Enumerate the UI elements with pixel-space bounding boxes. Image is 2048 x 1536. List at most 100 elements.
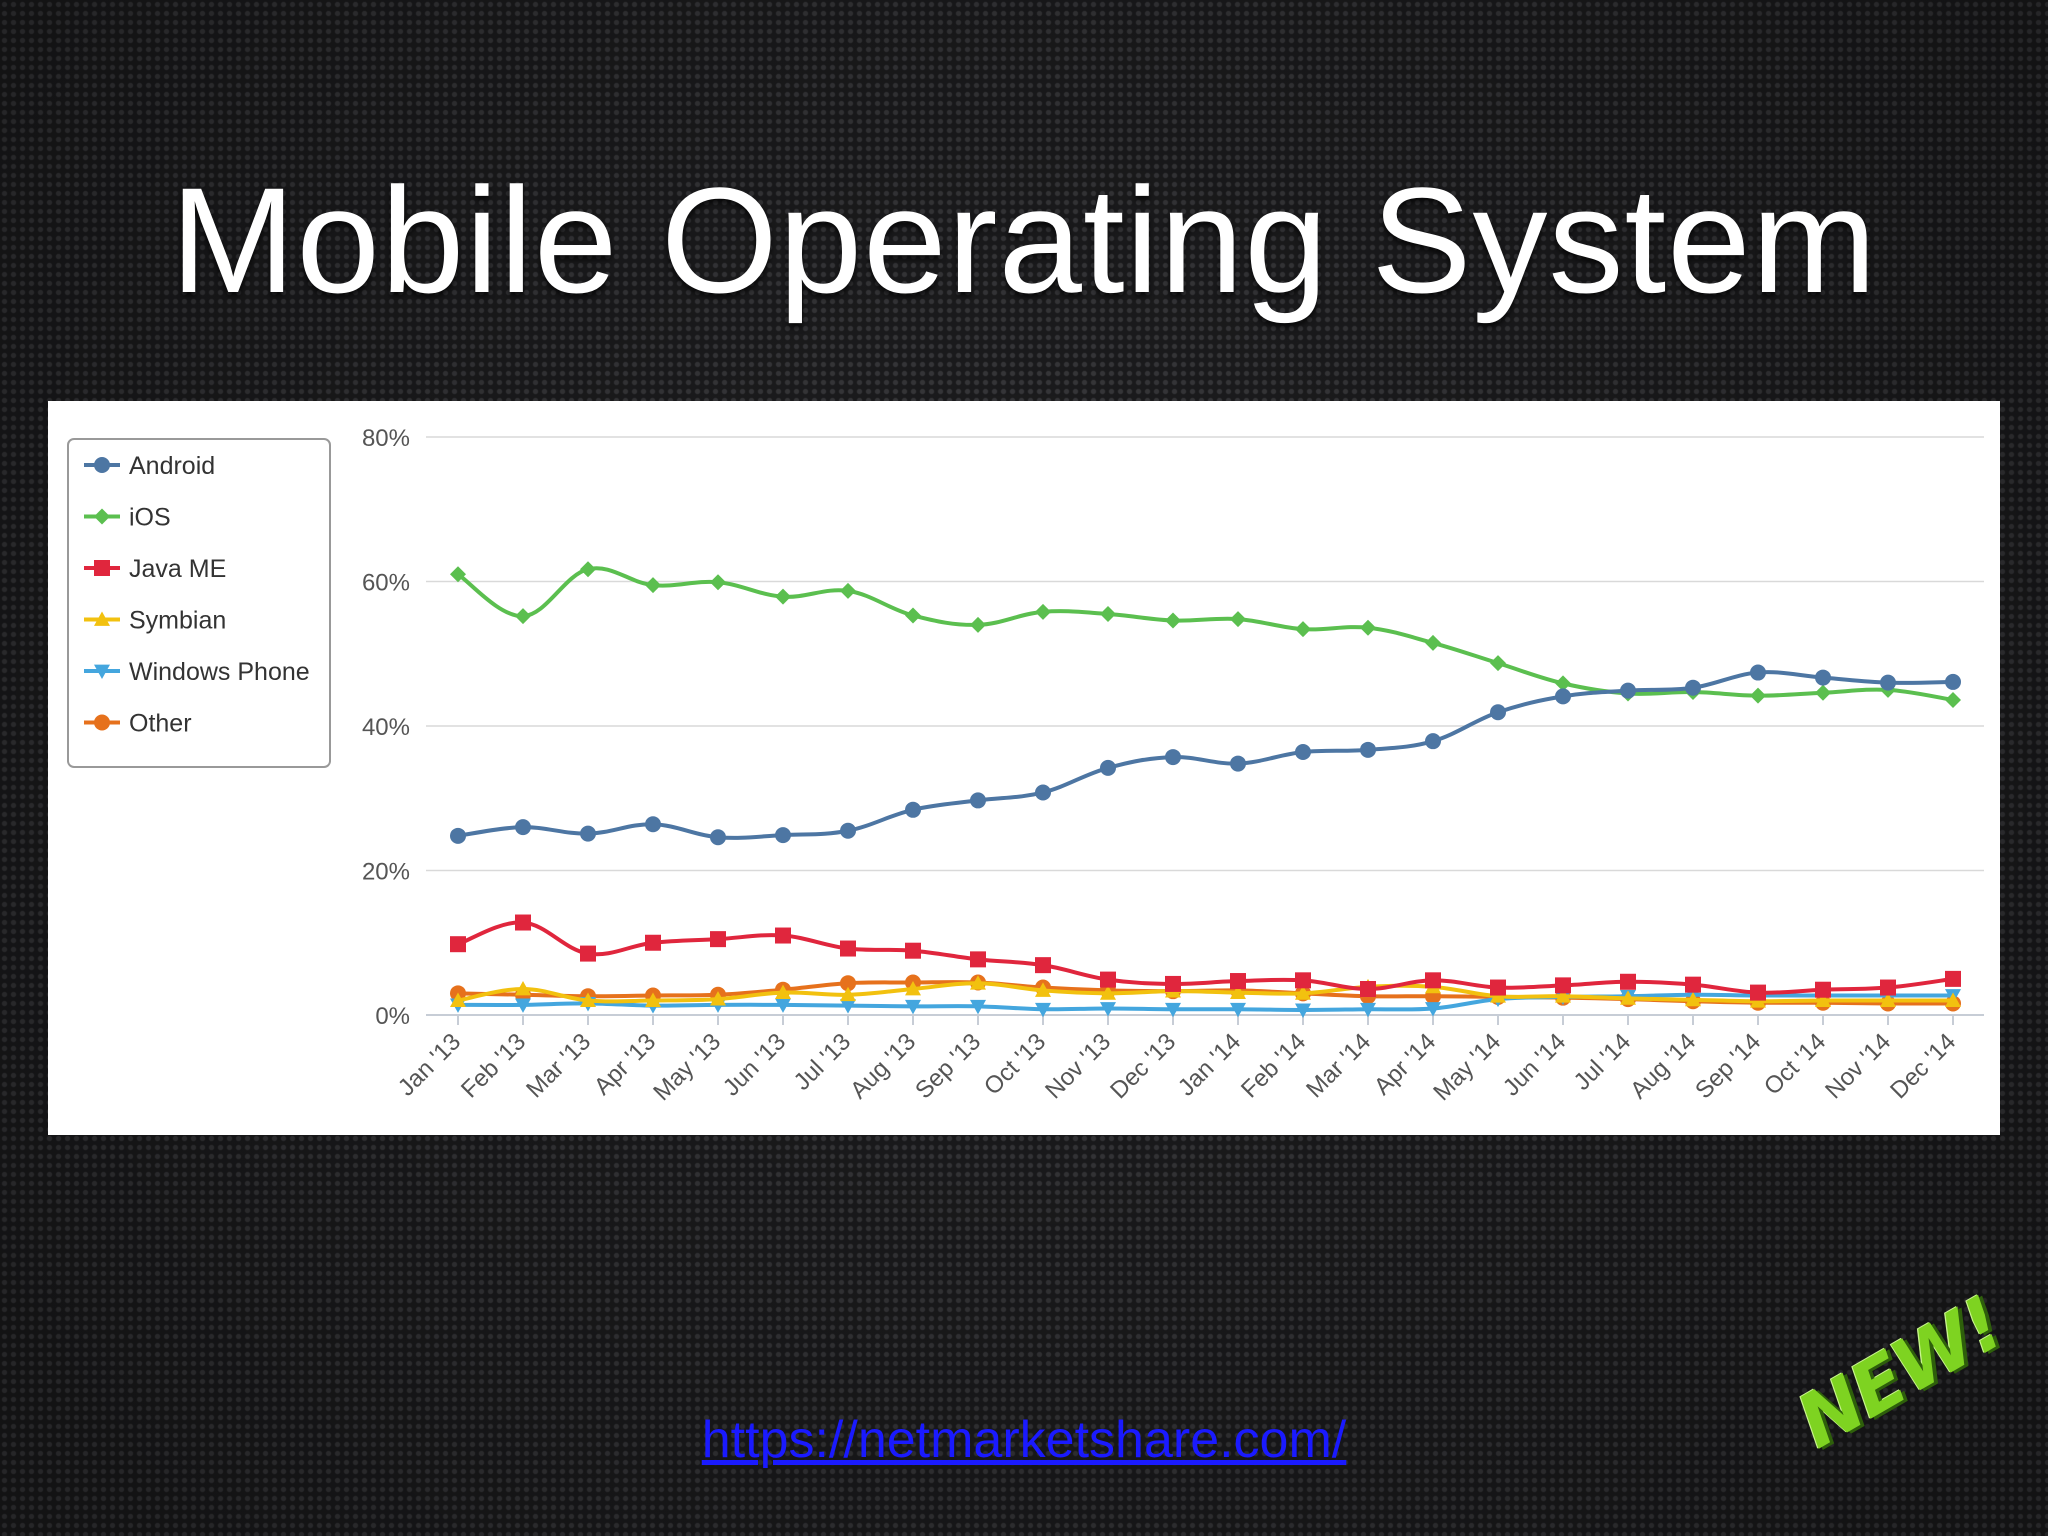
point-java-me (1555, 977, 1571, 994)
point-ios (1945, 691, 1961, 708)
point-android (1685, 679, 1701, 696)
legend-item-ios[interactable]: iOS (84, 504, 171, 532)
point-ios (905, 607, 921, 624)
point-android (1555, 688, 1571, 705)
point-android (1035, 784, 1051, 801)
point-ios (1100, 606, 1116, 623)
x-tick-label: May '13 (648, 1028, 726, 1106)
x-tick-label: Jan '14 (1173, 1028, 1246, 1101)
point-java-me (1880, 979, 1896, 996)
point-other (840, 975, 856, 992)
point-ios (645, 577, 661, 594)
point-symbian (1035, 982, 1051, 997)
legend-marker (94, 508, 110, 525)
point-android (710, 829, 726, 846)
point-java-me (970, 951, 986, 968)
slide-title: Mobile Operating System (170, 156, 1878, 324)
legend-item-other[interactable]: Other (84, 710, 192, 738)
point-java-me (1815, 981, 1831, 998)
point-ios (1750, 687, 1766, 704)
point-android (1230, 755, 1246, 772)
legend: Android iOS Java ME Symbian Windows Phone Oth… (67, 438, 331, 768)
legend-item-symbian[interactable]: Symbian (84, 607, 226, 635)
point-ios (710, 574, 726, 591)
point-java-me (840, 940, 856, 957)
point-symbian (1815, 992, 1831, 1007)
x-tick-label: Jun '13 (718, 1028, 791, 1101)
point-windows-phone (1035, 1002, 1051, 1018)
point-symbian (1100, 985, 1116, 1000)
point-java-me (1165, 975, 1181, 992)
point-java-me (775, 927, 791, 944)
point-ios (1295, 621, 1311, 638)
point-android (840, 822, 856, 839)
point-symbian (970, 975, 986, 990)
legend-item-windows-phone[interactable]: Windows Phone (84, 658, 310, 686)
point-java-me (905, 942, 921, 959)
y-tick-label: 80% (362, 425, 410, 452)
legend-marker (94, 611, 110, 626)
point-windows-phone (1425, 1002, 1441, 1017)
series-java-me (450, 914, 1961, 1001)
y-tick-label: 40% (362, 714, 410, 741)
point-android (450, 827, 466, 844)
legend-item-java-me[interactable]: Java ME (84, 555, 226, 583)
point-android (970, 792, 986, 809)
point-symbian (1555, 988, 1571, 1003)
legend-marker (94, 664, 110, 679)
point-windows-phone (1295, 1003, 1311, 1018)
x-tick-label: Sep '14 (1690, 1028, 1766, 1104)
y-tick-label: 60% (362, 570, 410, 597)
point-android (775, 827, 791, 844)
point-symbian (450, 992, 466, 1007)
point-symbian (580, 992, 596, 1007)
series-android (450, 664, 1961, 846)
point-symbian (1230, 984, 1246, 1000)
point-symbian (1295, 985, 1311, 1000)
x-tick-label: May '14 (1428, 1028, 1506, 1106)
point-android (1425, 733, 1441, 750)
point-java-me (645, 934, 661, 951)
point-android (1880, 674, 1896, 691)
point-android (1750, 664, 1766, 681)
point-ios (1425, 634, 1441, 651)
source-link[interactable]: https://netmarketshare.com/ (701, 1411, 1347, 1469)
x-tick-label: Nov '14 (1820, 1028, 1896, 1104)
x-tick-label: Oct '14 (1759, 1028, 1831, 1100)
x-tick-label: Dec '13 (1105, 1028, 1181, 1104)
point-android (645, 816, 661, 833)
x-tick-label: Feb '13 (456, 1028, 531, 1103)
point-java-me (1945, 970, 1961, 987)
legend-label: Windows Phone (129, 658, 310, 686)
point-symbian (1880, 992, 1896, 1007)
series-lines (450, 561, 1961, 1018)
x-tick-label: Feb '14 (1236, 1028, 1311, 1103)
x-tick-label: Jun '14 (1498, 1028, 1571, 1101)
point-ios (970, 616, 986, 633)
point-java-me (1620, 973, 1636, 990)
point-android (1295, 744, 1311, 761)
point-ios (840, 582, 856, 599)
y-tick-label: 20% (362, 859, 410, 886)
point-windows-phone (1165, 1002, 1181, 1018)
point-java-me (1295, 972, 1311, 989)
x-tick-label: Aug '14 (1625, 1028, 1701, 1104)
point-ios (515, 608, 531, 625)
x-tick-label: Sep '13 (910, 1028, 986, 1104)
point-symbian (1620, 990, 1636, 1005)
point-android (1165, 749, 1181, 766)
point-java-me (1425, 972, 1441, 989)
point-android (580, 825, 596, 842)
point-symbian (1945, 992, 1961, 1007)
legend-label: Other (129, 710, 192, 738)
legend-item-android[interactable]: Android (84, 452, 215, 480)
x-tick-label: Nov '13 (1040, 1028, 1116, 1104)
point-java-me (1685, 976, 1701, 993)
point-ios (1360, 619, 1376, 636)
point-android (905, 801, 921, 818)
series-ios (450, 561, 1961, 708)
point-symbian (515, 980, 531, 996)
point-symbian (905, 980, 921, 996)
